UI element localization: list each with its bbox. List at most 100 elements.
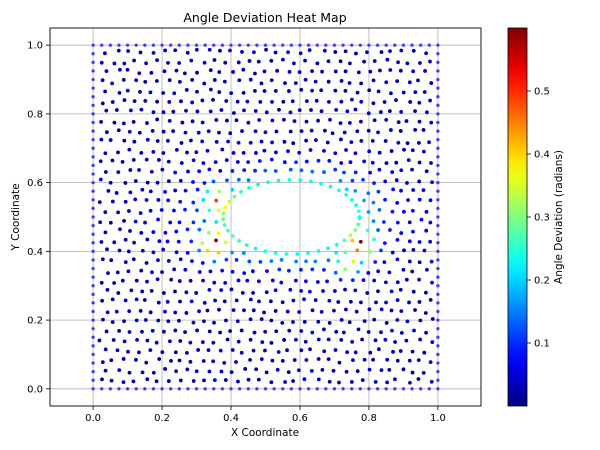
data-point [417,300,422,304]
data-point [200,340,205,345]
data-point [200,261,205,265]
data-point [376,347,381,352]
data-point [333,50,338,54]
data-point [405,61,410,66]
data-point [131,120,136,124]
data-point [394,98,398,103]
data-point [436,335,440,340]
data-point [366,191,371,196]
data-point [350,97,354,102]
data-point [206,230,211,235]
data-point [274,129,279,134]
data-point [262,148,267,153]
data-point [97,200,102,205]
data-point [145,338,150,343]
data-point [345,109,350,114]
data-point [91,387,95,391]
data-point [343,267,348,272]
data-point [184,290,189,295]
data-point [234,258,239,262]
data-point [263,348,267,353]
data-point [91,112,95,116]
data-point [410,148,415,153]
data-point [396,60,400,65]
data-point [304,119,309,124]
data-point [218,168,223,173]
data-point [302,377,307,382]
data-point [229,370,234,374]
data-point [367,307,372,312]
data-point [163,367,167,371]
data-point [303,339,308,344]
data-point [395,358,400,363]
data-point [404,119,409,123]
data-point [259,317,264,321]
data-point [410,269,415,274]
data-point [354,51,358,56]
data-point [373,380,378,384]
data-point [212,320,216,325]
data-point [368,350,373,355]
data-point [417,100,422,105]
data-point [395,280,400,285]
data-point [105,287,110,292]
data-point [251,348,256,353]
data-point [205,308,210,313]
data-point [436,112,440,116]
data-point [395,318,400,322]
data-point [322,267,326,272]
data-point [195,89,199,94]
data-point [223,60,228,65]
data-point [262,89,267,93]
data-point [197,309,201,314]
data-point [334,107,339,112]
data-point [221,211,226,216]
data-point [155,139,160,143]
data-point [333,167,338,172]
data-point [91,301,95,305]
data-point [150,328,155,333]
data-point [229,43,233,47]
data-point [194,47,199,52]
data-point [91,103,95,108]
data-point [231,111,236,115]
data-point [424,209,429,214]
data-point [389,308,394,313]
data-point [341,43,345,47]
data-point [239,190,243,194]
colorbar-gradient [507,27,528,407]
data-point [183,207,187,212]
data-point [287,178,292,182]
data-point [287,89,291,93]
data-point [178,378,183,383]
data-point [388,68,393,72]
data-point [436,301,440,305]
data-point [131,379,136,384]
data-point [191,158,196,163]
data-point [148,189,153,194]
data-point [324,43,328,47]
data-point [140,289,145,294]
data-point [336,300,341,304]
data-point [143,387,147,391]
data-point [99,280,104,285]
data-point [163,48,168,53]
data-point [228,131,233,136]
data-point [116,210,120,215]
data-point [223,280,228,285]
data-point [398,129,403,133]
data-point [103,368,108,373]
data-point [123,260,128,265]
data-point [427,43,432,47]
data-point [112,281,117,285]
data-point [382,241,387,245]
data-point [163,309,167,314]
data-point [357,216,362,221]
data-point [230,250,234,255]
data-point [418,387,423,391]
data-point [191,220,196,225]
data-point [350,197,354,202]
data-point [220,387,225,391]
data-point [91,249,95,254]
plot-area [50,28,481,406]
